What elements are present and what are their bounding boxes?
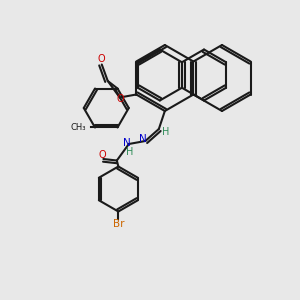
- Text: H: H: [126, 147, 133, 158]
- Text: O: O: [117, 94, 124, 104]
- Text: Br: Br: [112, 219, 124, 229]
- Text: CH₃: CH₃: [70, 123, 86, 132]
- Text: H: H: [162, 127, 169, 137]
- Text: N: N: [124, 137, 131, 148]
- Text: O: O: [98, 150, 106, 161]
- Text: O: O: [98, 54, 106, 64]
- Text: N: N: [139, 134, 147, 145]
